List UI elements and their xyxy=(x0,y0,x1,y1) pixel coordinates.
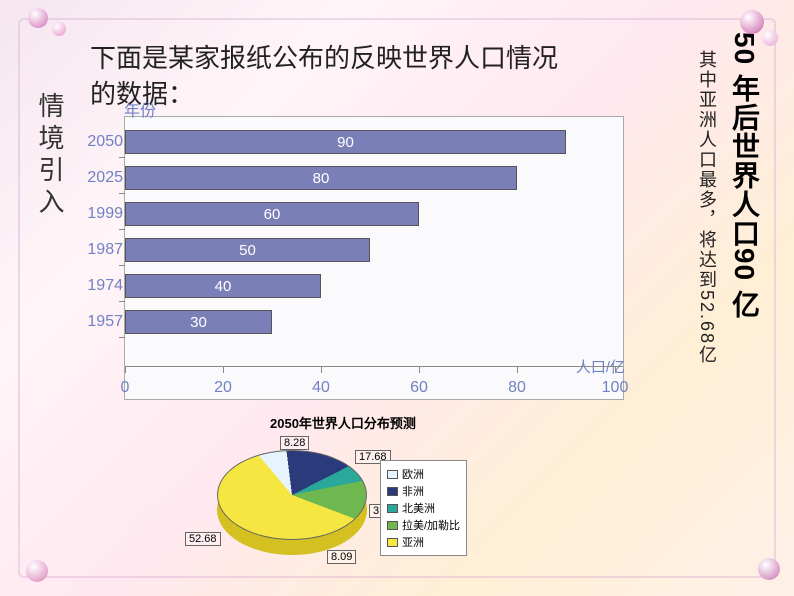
bar-row: 198750 xyxy=(125,235,370,265)
headline-vertical: 50 年后世界人口90 亿 xyxy=(724,32,764,319)
pie-chart: 8.2817.683.928.0952.68 xyxy=(217,440,367,570)
y-tick xyxy=(119,229,125,230)
x-tick-label: 20 xyxy=(214,379,232,397)
bar-category-label: 2025 xyxy=(77,169,123,187)
bar-rect: 90 xyxy=(125,130,566,154)
x-axis-line xyxy=(125,366,623,367)
x-tick xyxy=(223,367,224,373)
y-tick xyxy=(119,337,125,338)
x-tick-label: 40 xyxy=(312,379,330,397)
intro-text: 下面是某家报纸公布的反映世界人口情况 的数据： xyxy=(90,40,558,113)
x-tick xyxy=(419,367,420,373)
pie-callout: 52.68 xyxy=(185,532,221,546)
y-tick xyxy=(119,301,125,302)
legend-swatch xyxy=(387,470,398,479)
x-tick-label: 60 xyxy=(410,379,428,397)
legend-swatch xyxy=(387,504,398,513)
x-tick xyxy=(517,367,518,373)
legend-label: 亚洲 xyxy=(402,534,424,550)
legend-row: 非洲 xyxy=(387,483,460,499)
bar-rect: 40 xyxy=(125,274,321,298)
x-tick xyxy=(615,367,616,373)
legend-label: 非洲 xyxy=(402,483,424,499)
x-tick-label: 0 xyxy=(121,379,130,397)
legend-label: 北美洲 xyxy=(402,500,435,516)
intro-line: 下面是某家报纸公布的反映世界人口情况 xyxy=(90,40,558,76)
y-tick xyxy=(119,157,125,158)
legend-row: 拉美/加勒比 xyxy=(387,517,460,533)
legend-label: 欧洲 xyxy=(402,466,424,482)
x-tick-label: 100 xyxy=(602,379,629,397)
bar-row: 195730 xyxy=(125,307,272,337)
intro-line: 的数据： xyxy=(90,76,558,112)
x-tick xyxy=(125,367,126,373)
subhead-vertical: 其中亚洲人口最多，将达到52.68亿 xyxy=(694,50,720,365)
bar-row: 202580 xyxy=(125,163,517,193)
bar-row: 197440 xyxy=(125,271,321,301)
legend-swatch xyxy=(387,487,398,496)
bar-category-label: 1974 xyxy=(77,277,123,295)
bar-row: 199960 xyxy=(125,199,419,229)
x-tick xyxy=(321,367,322,373)
x-tick-label: 80 xyxy=(508,379,526,397)
legend-row: 亚洲 xyxy=(387,534,460,550)
y-tick xyxy=(119,265,125,266)
bar-rect: 50 xyxy=(125,238,370,262)
bar-row: 205090 xyxy=(125,127,566,157)
bar-category-label: 1957 xyxy=(77,313,123,331)
legend-row: 北美洲 xyxy=(387,500,460,516)
bar-category-label: 2050 xyxy=(77,133,123,151)
pie-callout: 8.09 xyxy=(327,550,356,564)
left-section-label: 情境引入 xyxy=(32,92,69,220)
pie-callout: 8.28 xyxy=(280,436,309,450)
legend-label: 拉美/加勒比 xyxy=(402,517,460,533)
bar-chart: 年份 人口/亿 20509020258019996019875019744019… xyxy=(124,116,624,400)
bar-rect: 30 xyxy=(125,310,272,334)
y-tick xyxy=(119,193,125,194)
slide-content: 情境引入 50 年后世界人口90 亿 其中亚洲人口最多，将达到52.68亿 下面… xyxy=(22,22,772,574)
bar-category-label: 1999 xyxy=(77,205,123,223)
pie-top-face xyxy=(217,450,367,540)
bar-category-label: 1987 xyxy=(77,241,123,259)
pie-legend: 欧洲非洲北美洲拉美/加勒比亚洲 xyxy=(380,460,467,556)
pie-chart-title: 2050年世界人口分布预测 xyxy=(270,413,416,432)
bar-y-axis-title: 年份 xyxy=(124,97,156,121)
legend-swatch xyxy=(387,538,398,547)
bar-rect: 60 xyxy=(125,202,419,226)
legend-swatch xyxy=(387,521,398,530)
bar-rect: 80 xyxy=(125,166,517,190)
legend-row: 欧洲 xyxy=(387,466,460,482)
